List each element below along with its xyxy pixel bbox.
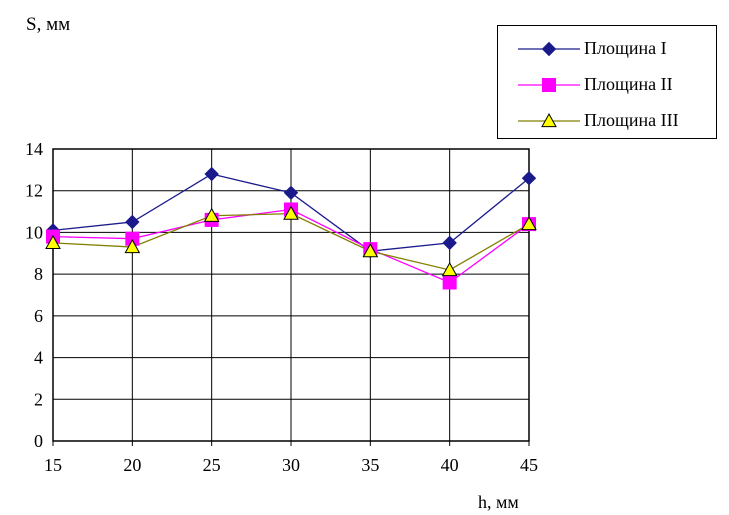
legend-label: Площина I bbox=[584, 38, 667, 58]
y-tick-label: 0 bbox=[34, 431, 43, 451]
legend-item-series-1: Площина I bbox=[498, 34, 716, 64]
data-point-series-3 bbox=[203, 207, 220, 222]
legend-label: Площина III bbox=[584, 110, 679, 130]
data-point-series-2 bbox=[442, 275, 457, 290]
x-tick-label: 35 bbox=[361, 455, 379, 475]
x-tick-label: 45 bbox=[520, 455, 538, 475]
y-tick-label: 12 bbox=[25, 181, 43, 201]
data-point-series-3 bbox=[124, 238, 141, 254]
data-point-series-3 bbox=[45, 234, 61, 249]
data-point-series-1 bbox=[204, 166, 219, 182]
data-point-series-3 bbox=[521, 216, 537, 231]
y-tick-label: 8 bbox=[34, 264, 43, 284]
legend-marker bbox=[541, 112, 557, 128]
data-point-series-1 bbox=[521, 170, 537, 186]
y-tick-label: 2 bbox=[34, 389, 43, 409]
x-axis-label: h, мм bbox=[478, 492, 519, 512]
data-point-series-1 bbox=[283, 185, 299, 201]
x-tick-label: 20 bbox=[123, 455, 141, 475]
legend-symbol-triangle bbox=[518, 112, 580, 128]
y-tick-label: 10 bbox=[25, 222, 43, 242]
x-tick-label: 15 bbox=[44, 455, 62, 475]
legend-label: Площина II bbox=[584, 74, 673, 94]
plot-area bbox=[52, 148, 530, 442]
data-point-series-3 bbox=[441, 261, 458, 277]
x-tick-label: 25 bbox=[203, 455, 221, 475]
data-point-series-3 bbox=[362, 243, 379, 258]
y-tick-label: 4 bbox=[34, 348, 43, 368]
legend: Площина I Площина II Площина III bbox=[497, 25, 717, 139]
y-tick-label: 6 bbox=[34, 306, 43, 326]
legend-item-series-2: Площина II bbox=[498, 70, 716, 100]
x-tick-label: 40 bbox=[441, 455, 459, 475]
y-tick-label: 14 bbox=[25, 139, 43, 159]
legend-marker bbox=[541, 41, 557, 57]
data-point-series-1 bbox=[442, 235, 457, 251]
legend-symbol-square bbox=[518, 78, 580, 92]
legend-marker bbox=[542, 78, 556, 92]
x-tick-label: 30 bbox=[282, 455, 300, 475]
legend-symbol-diamond bbox=[518, 41, 580, 57]
data-point-series-3 bbox=[283, 205, 299, 220]
y-axis-label: S, мм bbox=[26, 14, 71, 35]
data-point-series-1 bbox=[125, 214, 140, 230]
legend-item-series-3: Площина III bbox=[498, 106, 716, 136]
